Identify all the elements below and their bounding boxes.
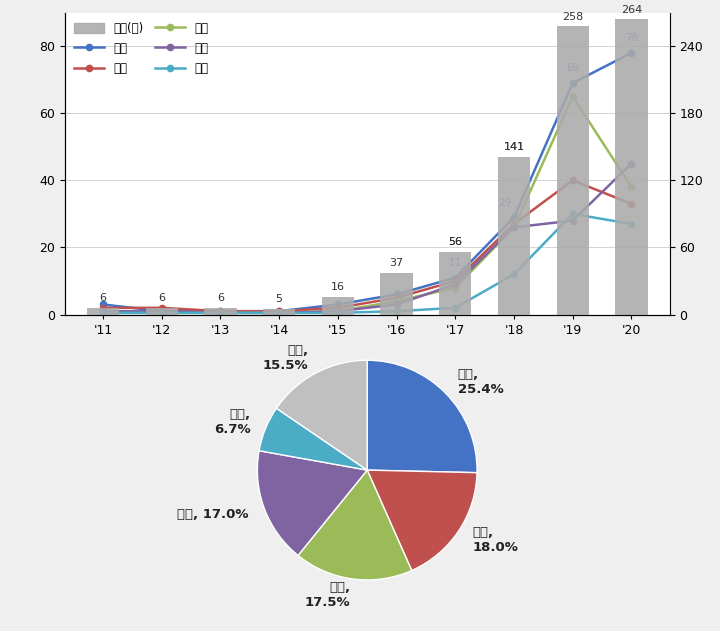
한국 [627,49,636,57]
Text: 141: 141 [503,143,525,153]
중국 [627,200,636,208]
독일 [392,307,401,315]
Text: 미국, 17.0%: 미국, 17.0% [177,508,249,521]
Wedge shape [259,408,367,470]
Text: 16: 16 [331,281,345,292]
Text: 78: 78 [625,33,638,43]
일본 [510,223,518,231]
Wedge shape [257,451,367,555]
독일 [451,304,459,312]
독일 [275,309,284,317]
Text: 37: 37 [390,258,404,268]
중국 [510,220,518,228]
Wedge shape [367,360,477,473]
Bar [87,308,119,314]
Line: 일본: 일본 [100,93,634,316]
Text: 6: 6 [158,293,165,303]
Line: 중국: 중국 [100,177,634,314]
Bar [204,308,237,314]
Wedge shape [276,360,367,470]
중국 [451,277,459,285]
Bar [498,157,530,314]
Text: 141: 141 [503,142,525,152]
Legend: 전체(우), 한국, 중국, 일본, 미국, 독일: 전체(우), 한국, 중국, 일본, 미국, 독일 [71,18,212,79]
한국 [510,213,518,221]
한국 [451,274,459,281]
미국 [627,160,636,167]
Bar [263,309,295,314]
일본 [627,183,636,191]
일본 [275,309,284,317]
Text: 기타,
15.5%: 기타, 15.5% [263,345,308,372]
Bar [322,297,354,314]
한국 [333,301,342,309]
Bar [145,308,178,314]
미국 [99,307,107,315]
Bar [380,273,413,314]
Text: 중국,
18.0%: 중국, 18.0% [472,526,518,554]
미국 [216,309,225,317]
Text: 56: 56 [449,237,462,247]
독일 [216,309,225,317]
미국 [158,307,166,315]
독일 [333,309,342,317]
Text: 5: 5 [276,294,283,304]
독일 [627,220,636,228]
Wedge shape [367,470,477,570]
한국 [99,301,107,309]
미국 [451,281,459,288]
미국 [333,307,342,315]
Bar [616,20,647,314]
미국 [275,309,284,317]
Text: 56: 56 [449,237,462,247]
Text: 6: 6 [217,293,224,303]
독일 [158,309,166,317]
한국 [275,307,284,315]
중국 [392,294,401,302]
독일 [99,309,107,317]
Text: 6: 6 [99,293,107,303]
Line: 미국: 미국 [100,160,634,316]
미국 [568,217,577,225]
일본 [216,309,225,317]
한국 [158,307,166,315]
한국 [392,291,401,298]
Text: 69: 69 [566,63,580,73]
Line: 독일: 독일 [100,211,634,316]
중국 [333,304,342,312]
Text: 264: 264 [621,5,642,15]
Text: 한국,
25.4%: 한국, 25.4% [458,368,503,396]
Text: 11: 11 [449,258,462,268]
한국 [568,80,577,87]
Text: 독일,
6.7%: 독일, 6.7% [214,408,251,437]
Bar [557,26,589,314]
Bar [439,252,472,314]
미국 [510,223,518,231]
독일 [568,210,577,218]
일본 [158,309,166,317]
Text: 29: 29 [498,198,512,208]
Text: 258: 258 [562,11,583,21]
일본 [392,297,401,305]
일본 [333,307,342,315]
독일 [510,271,518,278]
중국 [275,307,284,315]
Text: 일본,
17.5%: 일본, 17.5% [305,581,351,610]
일본 [451,284,459,292]
미국 [392,301,401,309]
한국 [216,307,225,315]
Line: 한국: 한국 [100,50,634,314]
중국 [99,304,107,312]
중국 [568,177,577,184]
중국 [158,304,166,312]
일본 [568,93,577,100]
중국 [216,307,225,315]
일본 [99,309,107,317]
Wedge shape [298,470,412,580]
